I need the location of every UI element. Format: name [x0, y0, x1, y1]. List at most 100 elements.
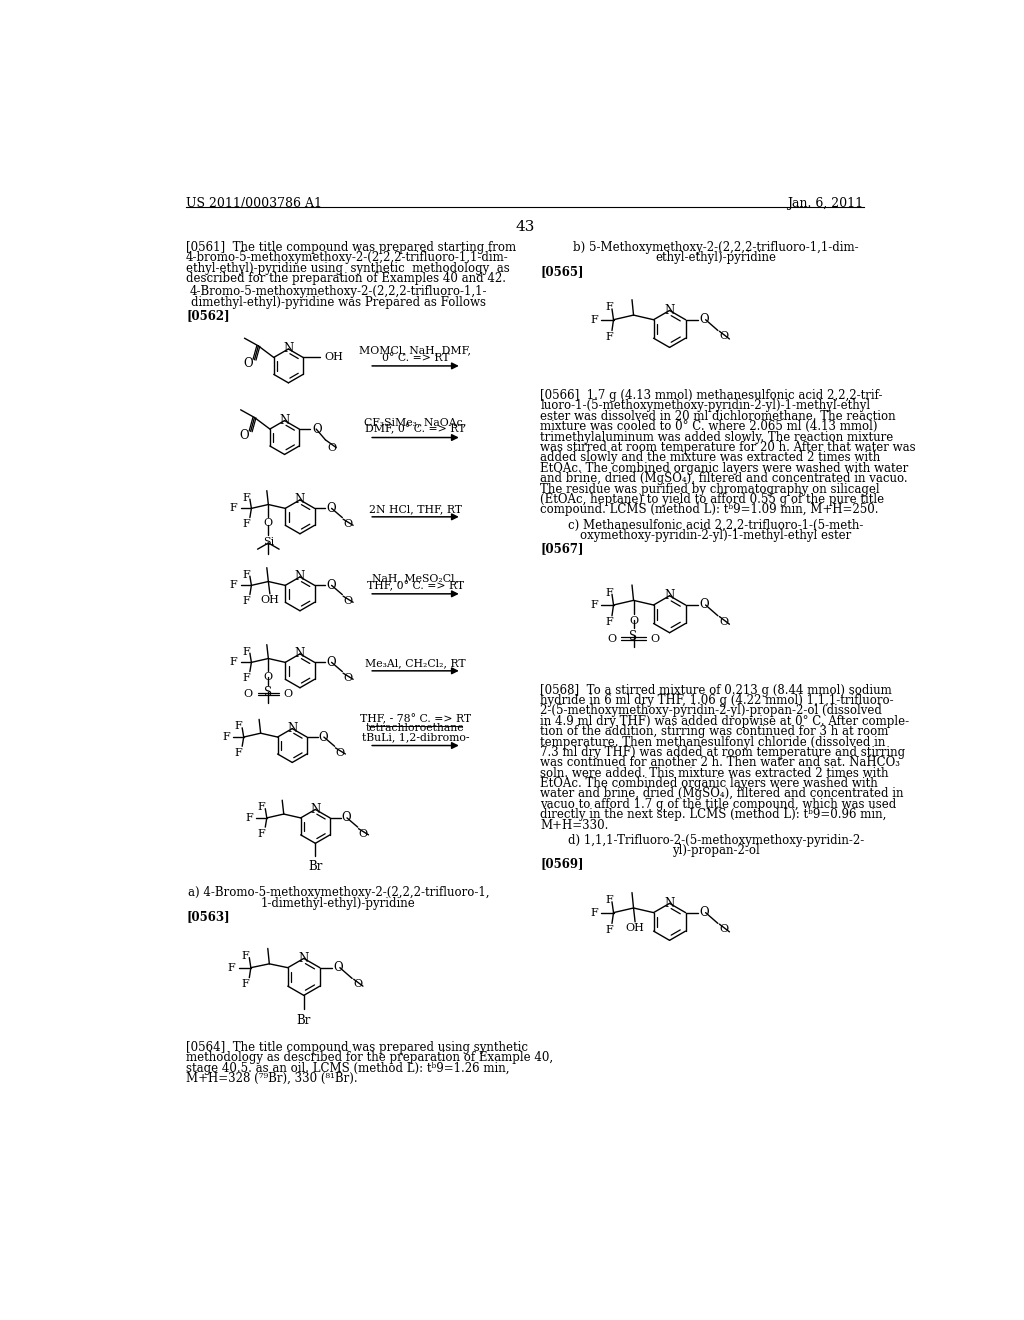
Text: [0564]  The title compound was prepared using synthetic: [0564] The title compound was prepared u… — [186, 1040, 528, 1053]
Text: N: N — [280, 414, 290, 428]
Text: O: O — [699, 906, 709, 919]
Text: 2N HCl, THF, RT: 2N HCl, THF, RT — [369, 504, 462, 513]
Text: (EtOAc, heptane) to yield to afford 0.55 g of the pure title: (EtOAc, heptane) to yield to afford 0.55… — [541, 492, 885, 506]
Text: vacuo to afford 1.7 g of the title compound, which was used: vacuo to afford 1.7 g of the title compo… — [541, 797, 896, 810]
Text: M+H=328 (⁷⁹Br), 330 (⁸¹Br).: M+H=328 (⁷⁹Br), 330 (⁸¹Br). — [186, 1072, 357, 1085]
Text: F: F — [234, 721, 242, 731]
Text: luoro-1-(5-methoxymethoxy-pyridin-2-yl)-1-methyl-ethyl: luoro-1-(5-methoxymethoxy-pyridin-2-yl)-… — [541, 400, 870, 412]
Text: Si: Si — [263, 537, 274, 546]
Text: O: O — [720, 331, 728, 342]
Text: 4-Bromo-5-methoxymethoxy-2-(2,2,2-trifluoro-1,1-: 4-Bromo-5-methoxymethoxy-2-(2,2,2-triflu… — [189, 285, 487, 298]
Text: F: F — [242, 647, 250, 656]
Text: O: O — [264, 672, 273, 682]
Text: F: F — [606, 587, 613, 598]
Text: 43: 43 — [515, 220, 535, 234]
Text: methodology as described for the preparation of Example 40,: methodology as described for the prepara… — [186, 1051, 553, 1064]
Text: F: F — [257, 803, 265, 812]
Text: N: N — [287, 722, 297, 735]
Text: F: F — [222, 733, 229, 742]
Text: [0567]: [0567] — [541, 543, 584, 556]
Text: N: N — [665, 304, 675, 317]
Text: O: O — [327, 579, 336, 591]
Text: O: O — [358, 829, 368, 838]
Text: b) 5-Methoxymethoxy-2-(2,2,2-trifluoro-1,1-dim-: b) 5-Methoxymethoxy-2-(2,2,2-trifluoro-1… — [573, 240, 858, 253]
Text: N: N — [310, 803, 321, 816]
Text: O: O — [244, 358, 253, 370]
Text: EtOAc. The combined organic layers were washed with water: EtOAc. The combined organic layers were … — [541, 462, 908, 475]
Text: CF₃SiMe₃, NaOAc,: CF₃SiMe₃, NaOAc, — [365, 417, 467, 426]
Text: N: N — [284, 342, 294, 355]
Text: N: N — [299, 952, 309, 965]
Text: OH: OH — [325, 352, 343, 363]
Text: was continued for another 2 h. Then water and sat. NaHCO₃: was continued for another 2 h. Then wate… — [541, 756, 900, 770]
Text: F: F — [242, 570, 250, 579]
Text: O: O — [343, 597, 352, 606]
Text: O: O — [327, 656, 336, 669]
Text: F: F — [591, 601, 598, 610]
Text: DMF, 0° C. => RT: DMF, 0° C. => RT — [366, 424, 466, 434]
Text: OH: OH — [626, 924, 644, 933]
Text: F: F — [591, 314, 598, 325]
Text: O: O — [240, 429, 249, 442]
Text: O: O — [244, 689, 253, 698]
Text: F: F — [242, 597, 250, 606]
Text: F: F — [245, 813, 253, 822]
Text: tBuLi, 1,2-dibromo-: tBuLi, 1,2-dibromo- — [361, 733, 469, 742]
Text: compound. LCMS (method L): tᵇ9=1.09 min, M+H=250.: compound. LCMS (method L): tᵇ9=1.09 min,… — [541, 503, 879, 516]
Text: O: O — [629, 615, 638, 626]
Text: O: O — [699, 598, 709, 611]
Text: F: F — [591, 908, 598, 917]
Text: N: N — [295, 647, 305, 660]
Text: trimethylaluminum was added slowly. The reaction mixture: trimethylaluminum was added slowly. The … — [541, 430, 894, 444]
Text: O: O — [720, 616, 728, 627]
Text: 1-dimethyl-ethyl)-pyridine: 1-dimethyl-ethyl)-pyridine — [261, 896, 416, 909]
Text: Br: Br — [297, 1014, 311, 1027]
Text: Br: Br — [308, 861, 323, 874]
Text: O: O — [342, 812, 351, 825]
Text: M+H=330.: M+H=330. — [541, 818, 608, 832]
Text: water and brine, dried (MgSO₄), filtered and concentrated in: water and brine, dried (MgSO₄), filtered… — [541, 788, 904, 800]
Text: yl)-propan-2-ol: yl)-propan-2-ol — [672, 843, 760, 857]
Text: 4-bromo-5-methoxymethoxy-2-(2,2,2-trifluoro-1,1-dim-: 4-bromo-5-methoxymethoxy-2-(2,2,2-triflu… — [186, 251, 509, 264]
Text: [0565]: [0565] — [541, 264, 584, 277]
Text: F: F — [606, 925, 613, 935]
Text: O: O — [327, 502, 336, 515]
Text: F: F — [257, 829, 265, 838]
Text: F: F — [229, 503, 238, 513]
Text: ester was dissolved in 20 ml dichloromethane. The reaction: ester was dissolved in 20 ml dichloromet… — [541, 409, 896, 422]
Text: [0561]  The title compound was prepared starting from: [0561] The title compound was prepared s… — [186, 240, 516, 253]
Text: 7.3 ml dry THF) was added at room temperature and stirring: 7.3 ml dry THF) was added at room temper… — [541, 746, 905, 759]
Text: directly in the next step. LCMS (method L): tᵇ9=0.96 min,: directly in the next step. LCMS (method … — [541, 808, 887, 821]
Text: THF, 0° C. => RT: THF, 0° C. => RT — [367, 579, 464, 591]
Text: O: O — [699, 313, 709, 326]
Text: F: F — [227, 962, 236, 973]
Text: N: N — [665, 589, 675, 602]
Text: O: O — [343, 519, 352, 529]
Text: [0566]  1.7 g (4.13 mmol) methanesulfonic acid 2,2,2-trif-: [0566] 1.7 g (4.13 mmol) methanesulfonic… — [541, 389, 883, 403]
Text: stage 40.5. as an oil. LCMS (method L): tᵇ9=1.26 min,: stage 40.5. as an oil. LCMS (method L): … — [186, 1061, 510, 1074]
Text: ethyl-ethyl)-pyridine: ethyl-ethyl)-pyridine — [655, 251, 776, 264]
Text: [0569]: [0569] — [541, 858, 584, 871]
Text: described for the preparation of Examples 40 and 42.: described for the preparation of Example… — [186, 272, 506, 285]
Text: MOMCl, NaH, DMF,: MOMCl, NaH, DMF, — [359, 345, 471, 355]
Text: added slowly and the mixture was extracted 2 times with: added slowly and the mixture was extract… — [541, 451, 881, 465]
Text: [0562]: [0562] — [186, 309, 229, 322]
Text: NaH, MeSO₂Cl,: NaH, MeSO₂Cl, — [373, 573, 459, 583]
Text: O: O — [334, 961, 343, 974]
Text: O: O — [264, 519, 273, 528]
Text: Me₃Al, CH₂Cl₂, RT: Me₃Al, CH₂Cl₂, RT — [366, 657, 466, 668]
Text: ethyl-ethyl)-pyridine using  synthetic  methodology  as: ethyl-ethyl)-pyridine using synthetic me… — [186, 261, 510, 275]
Text: F: F — [242, 519, 250, 529]
Text: F: F — [242, 492, 250, 503]
Text: F: F — [606, 618, 613, 627]
Text: S: S — [630, 630, 638, 643]
Text: mixture was cooled to 0° C. where 2.065 ml (4.13 mmol): mixture was cooled to 0° C. where 2.065 … — [541, 420, 878, 433]
Text: F: F — [229, 657, 238, 668]
Text: c) Methanesulfonic acid 2,2,2-trifluoro-1-(5-meth-: c) Methanesulfonic acid 2,2,2-trifluoro-… — [568, 519, 863, 532]
Text: 2-(5-methoxymethoxy-pyridin-2-yl)-propan-2-ol (dissolved: 2-(5-methoxymethoxy-pyridin-2-yl)-propan… — [541, 705, 882, 717]
Text: O: O — [312, 422, 322, 436]
Text: O: O — [318, 730, 328, 743]
Text: F: F — [242, 673, 250, 684]
Text: tion of the addition, stirring was continued for 3 h at room: tion of the addition, stirring was conti… — [541, 725, 889, 738]
Text: O: O — [650, 634, 659, 644]
